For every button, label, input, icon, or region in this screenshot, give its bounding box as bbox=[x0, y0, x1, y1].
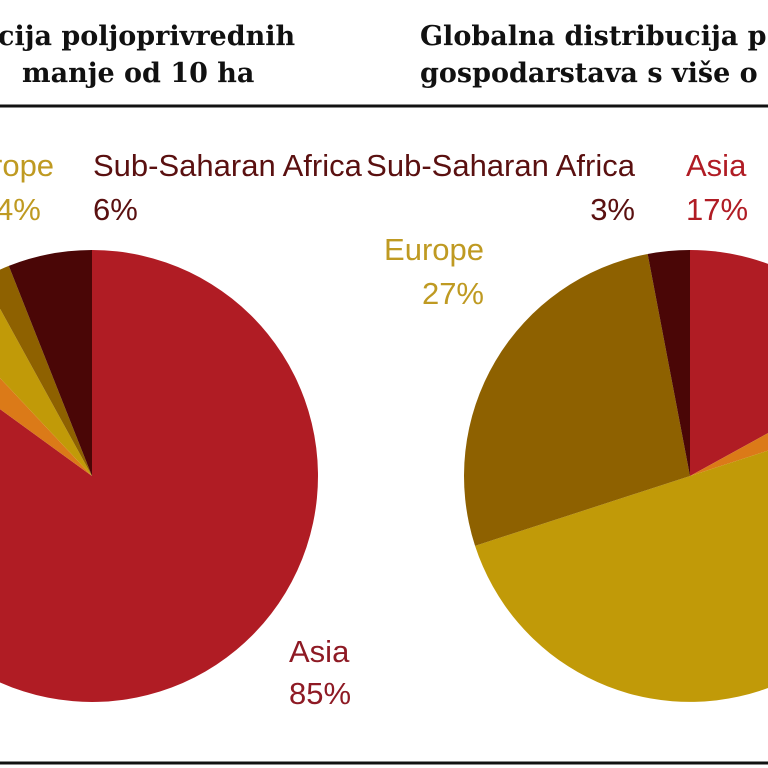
left-pie-slice-europe-2 bbox=[0, 308, 92, 476]
left-asia-value: 85% bbox=[289, 676, 351, 711]
left-pie-chart bbox=[0, 250, 318, 702]
right-ssa-label: Sub-Saharan Africa bbox=[366, 148, 636, 183]
left-ssa-label: Sub-Saharan Africa bbox=[93, 148, 363, 183]
left-chart-title-line1: cija poljoprivrednih bbox=[0, 21, 296, 52]
left-ssa-value: 6% bbox=[93, 192, 138, 227]
right-asia-value: 17% bbox=[686, 192, 748, 227]
right-chart-title-line2: gospodarstava s više o bbox=[420, 58, 758, 89]
left-asia-label: Asia bbox=[289, 634, 350, 669]
right-ssa-value: 3% bbox=[590, 192, 635, 227]
right-europe-label: Europe bbox=[384, 232, 484, 267]
left-pie-slice-sub-saharan-africa-4 bbox=[8, 250, 93, 476]
right-pie-slice-asia-0 bbox=[690, 250, 768, 476]
left-pie-slice-unlabeled-3 bbox=[0, 265, 92, 476]
right-europe-value: 27% bbox=[422, 276, 484, 311]
left-pie-slice-asia-0 bbox=[0, 250, 318, 702]
right-pie-slice-unlabeled-1 bbox=[690, 433, 768, 476]
right-pie-chart bbox=[464, 250, 768, 702]
right-pie-slice-sub-saharan-africa-4 bbox=[647, 250, 690, 476]
right-pie-slice-europe-3 bbox=[464, 254, 690, 546]
right-pie-slice-unlabeled-2 bbox=[475, 450, 768, 702]
left-europe-label: rope bbox=[0, 148, 54, 183]
left-europe-value: 4% bbox=[0, 192, 41, 227]
right-chart-title-line1: Globalna distribucija p bbox=[420, 21, 767, 52]
left-chart-title-line2: manje od 10 ha bbox=[22, 58, 254, 89]
right-asia-label: Asia bbox=[686, 148, 747, 183]
